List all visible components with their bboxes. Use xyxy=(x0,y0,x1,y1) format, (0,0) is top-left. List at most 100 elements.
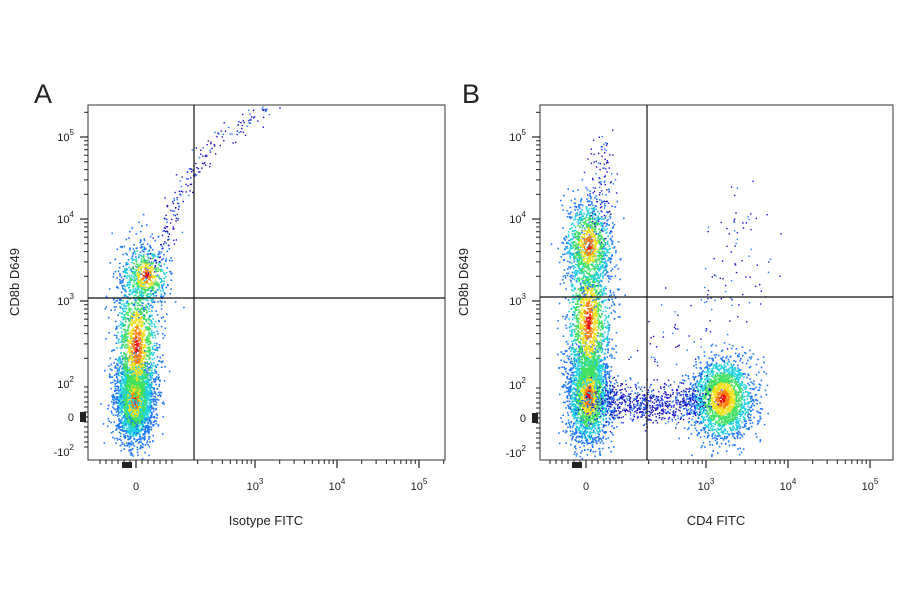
event-dot xyxy=(187,185,189,187)
event-dot xyxy=(143,356,145,358)
event-dot xyxy=(148,316,151,318)
event-dot xyxy=(242,113,244,116)
event-dot xyxy=(136,448,139,451)
event-dot xyxy=(116,359,119,361)
event-dot xyxy=(124,410,126,413)
event-dot xyxy=(126,434,129,437)
event-dot xyxy=(189,190,191,192)
event-dot xyxy=(128,445,131,448)
event-dot xyxy=(131,345,133,348)
event-dot xyxy=(133,419,135,421)
event-dot xyxy=(134,408,136,410)
event-dot xyxy=(145,383,148,385)
event-dot xyxy=(140,397,142,399)
event-dot xyxy=(158,360,160,362)
event-dot xyxy=(121,383,123,385)
event-dot xyxy=(146,341,148,344)
event-dot xyxy=(133,349,136,352)
event-dot xyxy=(125,346,128,349)
event-dot xyxy=(124,436,127,438)
event-dot xyxy=(147,425,150,427)
event-dot xyxy=(136,335,138,338)
event-dot xyxy=(135,386,137,389)
event-dot xyxy=(131,324,133,327)
event-dot xyxy=(120,276,123,279)
event-dot xyxy=(139,298,141,300)
event-dot xyxy=(133,359,136,362)
event-dot xyxy=(127,399,130,401)
event-dot xyxy=(160,251,163,253)
event-dot xyxy=(149,410,151,413)
event-dot xyxy=(126,275,128,277)
event-dot xyxy=(155,372,158,374)
event-dot xyxy=(134,343,136,346)
event-dot xyxy=(181,176,183,178)
event-dot xyxy=(115,392,117,395)
event-dot xyxy=(125,420,127,422)
event-dot xyxy=(123,363,126,366)
y-tick-cluster xyxy=(80,412,86,422)
event-dot xyxy=(126,442,128,444)
event-dot xyxy=(126,403,129,405)
event-dot xyxy=(131,401,133,404)
event-dot xyxy=(135,318,138,320)
event-dot xyxy=(139,369,141,372)
event-dot xyxy=(139,402,142,405)
event-dot xyxy=(156,398,158,401)
event-dot xyxy=(135,395,138,398)
event-dot xyxy=(229,133,231,135)
event-dot xyxy=(152,424,155,427)
event-dot xyxy=(141,398,144,400)
event-dot xyxy=(155,370,157,373)
event-dot xyxy=(140,438,143,440)
event-dot xyxy=(122,265,125,268)
event-dot xyxy=(130,268,132,270)
event-dot xyxy=(155,413,158,415)
event-dot xyxy=(122,318,124,321)
event-dot xyxy=(138,393,141,395)
event-dot xyxy=(119,307,122,309)
event-dot xyxy=(121,382,123,384)
event-dot xyxy=(148,408,150,410)
event-dot xyxy=(128,432,131,435)
event-dot xyxy=(153,408,155,410)
event-dot xyxy=(131,331,134,333)
event-dot xyxy=(119,282,121,284)
event-dot xyxy=(135,360,138,363)
event-dot xyxy=(158,250,160,253)
event-dot xyxy=(118,406,120,409)
event-dot xyxy=(121,441,124,444)
event-dot xyxy=(150,342,152,345)
event-dot xyxy=(155,284,158,287)
event-dot xyxy=(141,404,143,407)
event-dot xyxy=(111,412,113,414)
event-dot xyxy=(142,275,145,277)
event-dot xyxy=(135,283,137,285)
event-dot xyxy=(161,402,164,404)
event-dot xyxy=(166,267,168,269)
event-dot xyxy=(127,314,129,316)
event-dot xyxy=(118,423,120,426)
event-dot xyxy=(118,358,121,361)
event-dot xyxy=(129,401,132,403)
event-dot xyxy=(136,406,139,408)
event-dot xyxy=(122,328,125,331)
event-dot xyxy=(130,452,132,454)
event-dot xyxy=(137,427,139,430)
event-dot xyxy=(127,406,129,409)
event-dot xyxy=(220,130,222,132)
event-dot xyxy=(130,308,133,311)
event-dot xyxy=(110,421,112,424)
event-dot xyxy=(137,367,139,370)
event-dot xyxy=(120,409,123,412)
event-dot xyxy=(122,403,125,405)
event-dot xyxy=(185,183,187,186)
event-dot xyxy=(183,306,185,309)
event-dot xyxy=(115,425,118,427)
event-dot xyxy=(127,305,129,307)
event-dot xyxy=(265,109,267,111)
event-dot xyxy=(142,404,145,406)
event-dot xyxy=(187,178,189,180)
event-dot xyxy=(124,421,127,424)
event-dot xyxy=(121,407,124,409)
